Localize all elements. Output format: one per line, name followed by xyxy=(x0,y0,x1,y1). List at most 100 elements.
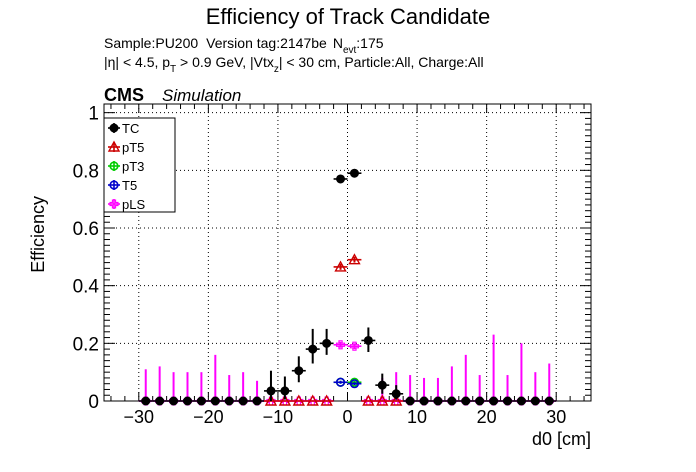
marker-shape xyxy=(461,396,471,406)
data-point xyxy=(277,394,292,406)
marker-shape xyxy=(308,344,318,354)
marker-shape xyxy=(264,394,278,406)
marker xyxy=(475,396,485,406)
data-point xyxy=(347,253,362,265)
marker xyxy=(433,396,443,406)
data-series xyxy=(138,168,557,406)
data-point xyxy=(333,340,348,350)
marker xyxy=(419,396,429,406)
marker xyxy=(306,394,319,406)
marker xyxy=(348,253,361,265)
marker xyxy=(264,394,278,406)
y-tick-label: 0 xyxy=(88,392,99,413)
marker-shape xyxy=(349,168,359,178)
x-tick-label: 0 xyxy=(342,407,352,427)
legend-entry-t5: T5 xyxy=(108,178,137,193)
grid xyxy=(104,104,591,402)
info-eta: |η| < 4.5, p xyxy=(104,54,170,70)
marker-shape xyxy=(447,396,457,406)
data-point xyxy=(277,376,292,400)
data-point xyxy=(389,394,404,406)
marker xyxy=(405,396,415,406)
data-point xyxy=(319,394,334,406)
marker-shape xyxy=(362,394,375,406)
marker-shape xyxy=(278,394,292,406)
y-axis-label: Efficiency xyxy=(28,196,48,273)
data-point xyxy=(472,396,487,406)
marker xyxy=(210,396,220,406)
marker-shape xyxy=(516,396,526,406)
info-line-1: Sample:PU200 Version tag:2147be Nevt:175 xyxy=(104,35,384,56)
marker xyxy=(461,396,471,406)
data-point xyxy=(375,394,390,406)
marker xyxy=(447,396,457,406)
marker xyxy=(349,168,359,178)
data-point xyxy=(250,396,265,406)
legend-marker xyxy=(109,180,119,190)
marker xyxy=(141,396,151,406)
marker-shape xyxy=(280,386,290,396)
data-point xyxy=(264,370,278,401)
marker-shape xyxy=(405,396,415,406)
data-point xyxy=(347,168,362,178)
marker xyxy=(391,389,401,399)
legend-entry-pt5: pT5 xyxy=(107,140,144,155)
data-point xyxy=(138,396,153,406)
marker xyxy=(349,341,360,351)
marker-shape xyxy=(433,396,443,406)
marker xyxy=(278,394,292,406)
data-point xyxy=(361,327,376,352)
data-point xyxy=(403,396,418,406)
marker xyxy=(169,396,179,406)
marker xyxy=(308,344,318,354)
legend-label: pT3 xyxy=(122,159,144,174)
marker-shape xyxy=(182,396,192,406)
info-rest: | < 30 cm, Particle:All, Charge:All xyxy=(279,54,484,70)
marker-shape xyxy=(210,396,220,406)
marker-shape xyxy=(155,396,165,406)
legend-label: pT5 xyxy=(122,140,144,155)
info-nevt-label: N xyxy=(333,35,343,51)
marker-shape xyxy=(335,340,346,350)
marker xyxy=(376,394,389,406)
marker xyxy=(503,396,513,406)
marker-shape xyxy=(544,396,554,406)
marker-shape xyxy=(109,161,119,171)
x-tick-label: −20 xyxy=(193,407,224,427)
marker xyxy=(544,396,554,406)
marker-shape xyxy=(196,396,206,406)
marker xyxy=(196,396,206,406)
y-tick-label: 0.6 xyxy=(73,219,99,240)
chart-title: Efficiency of Track Candidate xyxy=(206,4,491,29)
marker xyxy=(294,366,304,376)
marker xyxy=(252,396,262,406)
marker-shape xyxy=(224,396,234,406)
marker-shape xyxy=(336,174,346,184)
data-point xyxy=(333,174,348,184)
legend-label: T5 xyxy=(122,178,137,193)
data-point xyxy=(417,396,431,406)
legend-label: TC xyxy=(122,121,139,136)
marker xyxy=(335,377,346,387)
marker xyxy=(292,394,305,406)
info-vtx-sub: z xyxy=(274,64,279,75)
marker-shape xyxy=(475,396,485,406)
marker xyxy=(334,260,347,272)
marker xyxy=(489,396,499,406)
marker-shape xyxy=(292,394,305,406)
data-point xyxy=(500,396,515,406)
legend-marker xyxy=(107,140,121,152)
data-point xyxy=(236,396,251,406)
legend-entry-tc: TC xyxy=(108,121,139,136)
legend-box xyxy=(103,117,176,213)
marker-shape xyxy=(169,396,179,406)
marker-shape xyxy=(306,394,319,406)
info-pt-sub: T xyxy=(170,64,176,75)
data-point xyxy=(166,396,181,406)
data-point xyxy=(486,396,501,406)
marker xyxy=(390,394,403,406)
data-point xyxy=(194,396,209,406)
legend-label: pLS xyxy=(122,197,145,212)
marker-shape xyxy=(109,180,119,190)
series-tc xyxy=(138,168,557,406)
